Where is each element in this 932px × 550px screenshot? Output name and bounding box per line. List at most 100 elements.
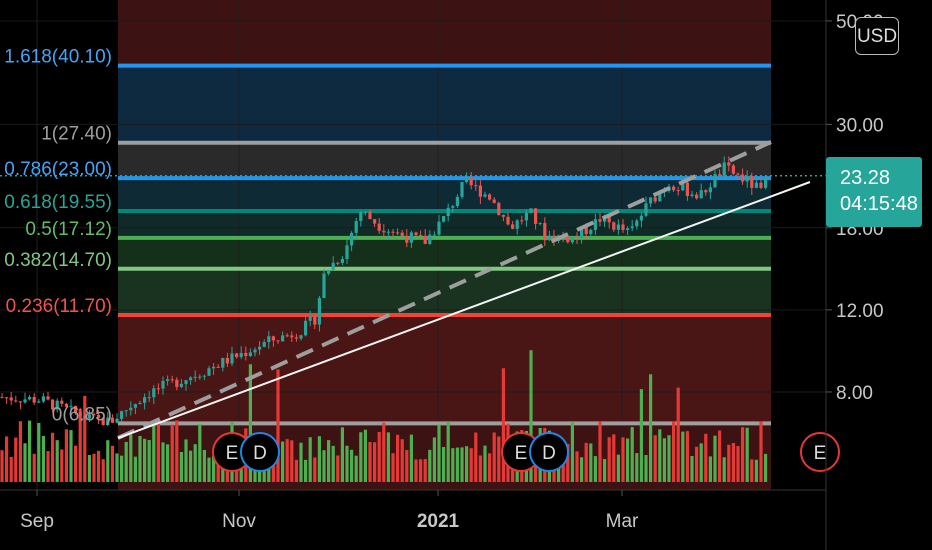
- event-marker-label: E: [226, 443, 239, 464]
- volume-bar: [465, 446, 469, 482]
- volume-bar: [193, 444, 197, 482]
- volume-bar: [759, 421, 763, 482]
- volume-bar: [377, 431, 381, 482]
- volume-bar: [129, 434, 133, 482]
- volume-bar: [593, 456, 597, 482]
- volume-bar: [764, 453, 768, 482]
- volume-bar: [340, 427, 344, 482]
- volume-bar: [207, 457, 211, 482]
- volume-bar: [621, 437, 625, 482]
- candle-body: [281, 335, 285, 342]
- volume-bar: [727, 444, 731, 482]
- candle-body: [524, 212, 528, 221]
- candle-body: [685, 182, 689, 197]
- volume-bar: [695, 446, 699, 482]
- volume-bar: [304, 459, 308, 482]
- candle-body: [736, 173, 740, 175]
- volume-bar: [60, 449, 64, 482]
- volume-bar: [354, 455, 358, 482]
- volume-bar: [690, 455, 694, 482]
- price-tick-label: 12.00: [836, 301, 884, 322]
- volume-bar: [451, 448, 455, 482]
- candle-body: [92, 414, 96, 416]
- candle-body: [179, 383, 183, 387]
- candle-body: [570, 236, 574, 243]
- candle-body: [584, 227, 588, 235]
- volume-bar: [446, 421, 450, 482]
- volume-bar: [179, 451, 183, 482]
- candle-body: [340, 259, 344, 263]
- candle-body: [534, 208, 538, 224]
- candle-body: [750, 176, 754, 188]
- candle-body: [704, 190, 708, 193]
- volume-bar: [212, 455, 216, 482]
- currency-button[interactable]: USD: [855, 17, 899, 55]
- candle-body: [129, 407, 133, 411]
- volume-bar: [750, 459, 754, 482]
- candle-body: [764, 177, 768, 188]
- candle-body: [133, 404, 137, 408]
- volume-bar: [382, 422, 386, 482]
- time-tick-label: 2021: [417, 511, 460, 532]
- candle-body: [97, 414, 101, 418]
- candle-body: [9, 397, 13, 401]
- fib-zone: [118, 211, 771, 238]
- candle-body: [423, 236, 427, 244]
- candle-body: [101, 417, 105, 425]
- candle-body: [359, 212, 363, 222]
- candle-body: [699, 190, 703, 199]
- candle-body: [317, 298, 321, 325]
- candle-body: [547, 235, 551, 241]
- candle-body: [478, 185, 482, 197]
- volume-bar: [699, 443, 703, 482]
- candle-body: [327, 269, 331, 274]
- candle-body: [170, 379, 174, 381]
- candle-body: [156, 388, 160, 390]
- volume-bar: [598, 421, 602, 482]
- volume-bar: [681, 431, 685, 482]
- candle-body: [138, 402, 142, 405]
- dividend-icon: [240, 432, 280, 472]
- candle-body: [658, 192, 662, 202]
- candle-body: [87, 414, 91, 419]
- candle-body: [511, 224, 515, 229]
- candle-body: [285, 335, 289, 337]
- candle-body: [488, 194, 492, 200]
- fib-zone: [118, 268, 771, 315]
- volume-bar: [478, 455, 482, 482]
- volume-bar: [713, 435, 717, 482]
- volume-bar: [313, 457, 317, 482]
- candle-body: [106, 417, 110, 425]
- fib-level-label: 0(6.85): [52, 404, 112, 425]
- volume-bar: [189, 450, 193, 482]
- candle-body: [51, 399, 55, 410]
- candle-body: [382, 230, 386, 233]
- candle-body: [147, 397, 151, 399]
- volume-bar: [432, 437, 436, 482]
- volume-bar: [483, 445, 487, 482]
- volume-bar: [317, 436, 321, 482]
- event-marker-label: E: [515, 443, 528, 464]
- volume-bar: [248, 364, 252, 482]
- candle-body: [198, 376, 202, 378]
- volume-bar: [64, 429, 68, 482]
- candle-body: [115, 418, 119, 423]
- candle-body: [672, 186, 676, 191]
- volume-bar: [414, 459, 418, 482]
- time-tick-label: Mar: [606, 511, 639, 532]
- candle-body: [37, 401, 41, 403]
- candle-body: [520, 220, 524, 222]
- volume-bar: [373, 442, 377, 482]
- volume-bar: [492, 432, 496, 482]
- volume-bar: [400, 439, 404, 482]
- candle-body: [644, 203, 648, 216]
- candle-body: [731, 165, 735, 174]
- candle-body: [143, 397, 147, 403]
- candle-body: [580, 227, 584, 238]
- candle-body: [754, 182, 758, 188]
- current-price-tag: 23.28 04:15:48: [826, 157, 922, 227]
- event-marker-earnings: E: [501, 432, 541, 472]
- volume-bar: [501, 368, 505, 482]
- volume-bar: [469, 448, 473, 482]
